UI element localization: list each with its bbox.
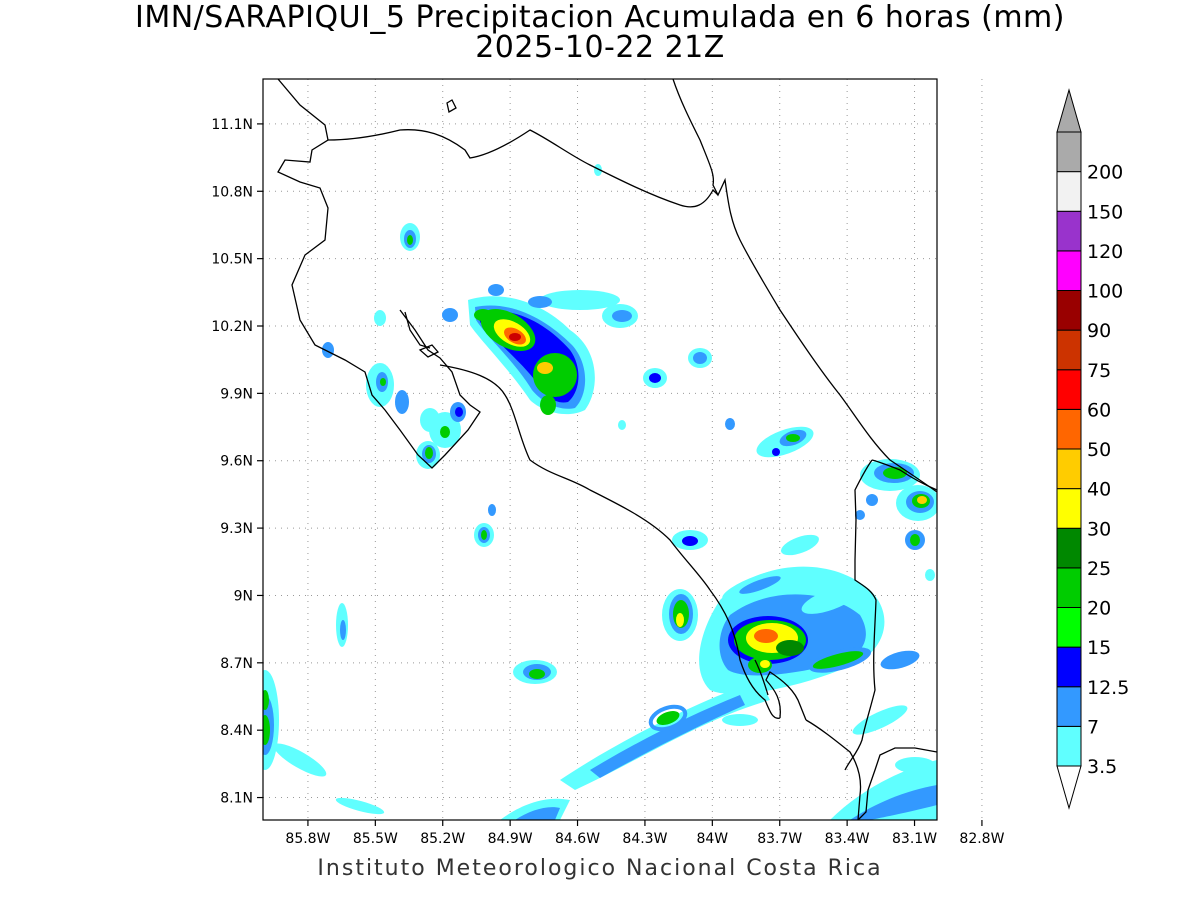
colorbar-swatch xyxy=(1056,527,1082,569)
precip-core-n2 xyxy=(533,353,577,397)
colorbar-swatch xyxy=(1056,488,1082,529)
colorbar-label: 90 xyxy=(1087,320,1111,342)
lat-tick-label: 9.3N xyxy=(220,521,253,537)
precipitation-field xyxy=(263,164,937,820)
grid-lines xyxy=(263,79,983,820)
colorbar-swatch xyxy=(1056,646,1082,688)
colorbar-label: 50 xyxy=(1087,439,1111,461)
lon-tick-label: 85.5W xyxy=(353,831,398,847)
lat-tick-label: 8.7N xyxy=(220,656,253,672)
map-timestamp: 2025-10-22 21Z xyxy=(475,30,725,65)
colorbar-label: 200 xyxy=(1087,162,1123,184)
colorbar-swatch xyxy=(1056,290,1082,331)
lat-tick-label: 9.9N xyxy=(220,386,253,402)
colorbar-swatch xyxy=(1056,250,1082,291)
colorbar-swatch xyxy=(1056,448,1082,490)
colorbar-swatch xyxy=(1056,686,1082,727)
lat-tick-label: 8.1N xyxy=(220,791,253,807)
colorbar-label: 25 xyxy=(1087,558,1111,580)
lon-tick-label: 84.6W xyxy=(555,831,600,847)
colorbar-swatch xyxy=(1056,131,1082,173)
colorbar-label: 20 xyxy=(1087,598,1111,620)
colorbar-label: 60 xyxy=(1087,399,1111,421)
lat-tick-label: 11.1N xyxy=(211,117,253,133)
lat-tick-label: 10.2N xyxy=(211,319,253,335)
lon-tick-label: 85.8W xyxy=(285,831,330,847)
map-background xyxy=(263,79,937,820)
precip-core-n5 xyxy=(509,333,521,341)
lon-tick-label: 82.8W xyxy=(959,831,1004,847)
colorbar-label: 12.5 xyxy=(1087,677,1129,699)
axis-ticks: 11.1N 10.8N 10.5N 10.2N 9.9N 9.6N 9.3N 9N 8.7N 8.… xyxy=(211,117,1004,847)
colorbar-swatch xyxy=(1056,210,1082,252)
colorbar-swatch xyxy=(1056,408,1082,450)
lat-tick-label: 9N xyxy=(234,588,253,604)
colorbar-swatch xyxy=(1056,567,1082,608)
colorbar-label: 3.5 xyxy=(1087,756,1117,778)
precip-core-n8 xyxy=(474,309,492,321)
colorbar-swatch xyxy=(1056,369,1082,410)
lat-tick-label: 8.4N xyxy=(220,723,253,739)
colorbar-bottom-arrow xyxy=(1056,765,1082,810)
lon-tick-label: 84W xyxy=(696,831,728,847)
precip-core-n7 xyxy=(540,395,556,415)
footer-credit: Instituto Meteorologico Nacional Costa R… xyxy=(317,856,883,881)
colorbar-label: 7 xyxy=(1087,716,1099,738)
colorbar-label: 100 xyxy=(1087,281,1123,303)
colorbar-label: 120 xyxy=(1087,241,1123,263)
colorbar-label: 15 xyxy=(1087,637,1111,659)
coastlines xyxy=(277,79,937,820)
lat-tick-label: 10.8N xyxy=(211,184,253,200)
lat-tick-label: 9.6N xyxy=(220,454,253,470)
lon-tick-label: 83.1W xyxy=(892,831,937,847)
colorbar-label: 75 xyxy=(1087,360,1111,382)
colorbar: 3.5 7 12.5 15 20 25 30 40 50 60 75 90 100 120 150 200 xyxy=(1056,88,1129,810)
map-frame xyxy=(262,78,938,821)
colorbar-label: 40 xyxy=(1087,479,1111,501)
lat-tick-label: 10.5N xyxy=(211,252,253,268)
lon-tick-label: 83.4W xyxy=(825,831,870,847)
colorbar-label: 150 xyxy=(1087,201,1123,223)
lon-tick-label: 83.7W xyxy=(757,831,802,847)
colorbar-swatch xyxy=(1056,607,1082,648)
colorbar-label: 30 xyxy=(1087,518,1111,540)
colorbar-top-arrow xyxy=(1056,88,1082,133)
colorbar-swatch xyxy=(1056,725,1082,767)
colorbar-swatch xyxy=(1056,171,1082,212)
lon-tick-label: 85.2W xyxy=(420,831,465,847)
map-title: IMN/SARAPIQUI_5 Precipitacion Acumulada … xyxy=(135,0,1065,35)
lon-tick-label: 84.9W xyxy=(488,831,533,847)
precip-core-n6 xyxy=(537,362,553,374)
colorbar-swatch xyxy=(1056,329,1082,371)
lon-tick-label: 84.3W xyxy=(622,831,667,847)
